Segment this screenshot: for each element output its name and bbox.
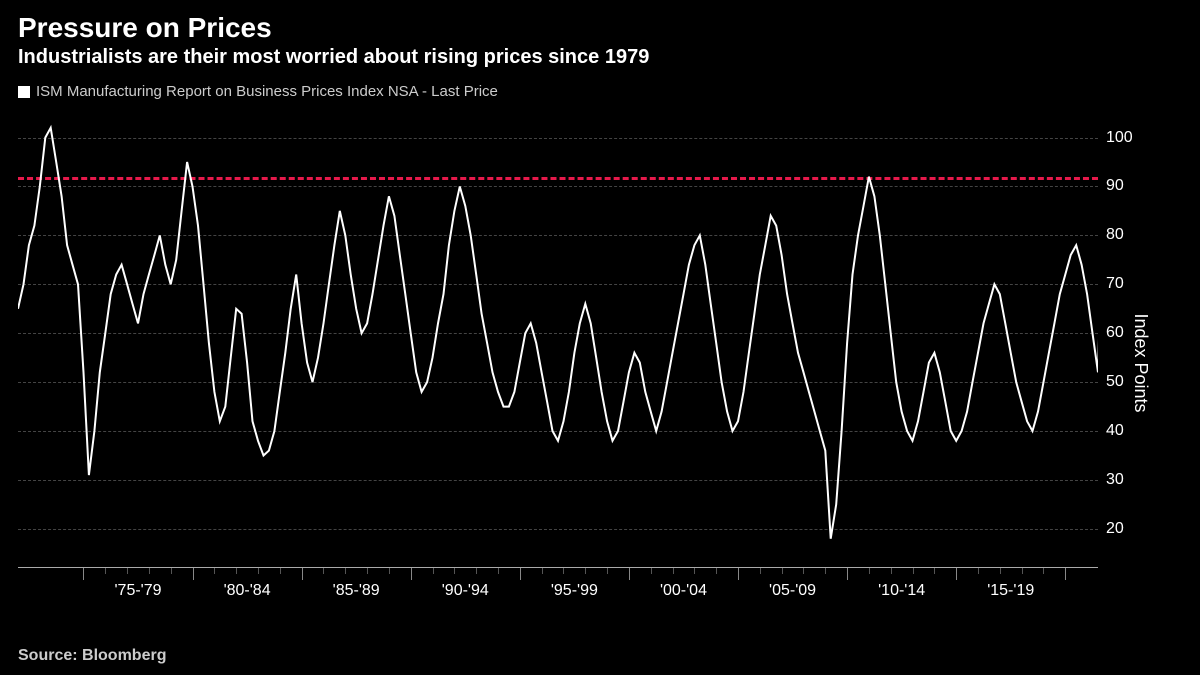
- x-tick-minor: [585, 568, 586, 574]
- x-tick-minor: [280, 568, 281, 574]
- x-tick-minor: [214, 568, 215, 574]
- y-tick-label: 40: [1106, 422, 1146, 440]
- y-tick-label: 30: [1106, 471, 1146, 489]
- x-tick-minor: [673, 568, 674, 574]
- x-tick-minor: [1043, 568, 1044, 574]
- x-tick-label: '80-'84: [224, 582, 271, 600]
- x-axis: '75-'79 '80-'84 '85-'89 '90-'94 '95-'99 '00-'…: [18, 568, 1098, 608]
- source-attribution: Source: Bloomberg: [18, 647, 166, 665]
- y-tick-label: 80: [1106, 226, 1146, 244]
- x-tick-minor: [934, 568, 935, 574]
- x-tick-minor: [760, 568, 761, 574]
- x-tick-minor: [803, 568, 804, 574]
- x-tick-minor: [236, 568, 237, 574]
- chart-area: 2030405060708090100 Index Points '75-'79…: [18, 118, 1182, 608]
- x-tick-minor: [171, 568, 172, 574]
- x-tick-minor: [367, 568, 368, 574]
- x-tick-minor: [651, 568, 652, 574]
- x-tick-label: '05-'09: [769, 582, 816, 600]
- x-tick-major: [1065, 568, 1066, 580]
- x-tick-label: '10-'14: [878, 582, 925, 600]
- x-tick-major: [83, 568, 84, 580]
- x-tick-minor: [694, 568, 695, 574]
- x-tick-minor: [345, 568, 346, 574]
- y-tick-label: 70: [1106, 275, 1146, 293]
- y-tick-label: 90: [1106, 177, 1146, 195]
- x-tick-minor: [869, 568, 870, 574]
- x-tick-major: [302, 568, 303, 580]
- x-tick-minor: [105, 568, 106, 574]
- x-tick-minor: [1000, 568, 1001, 574]
- x-tick-minor: [782, 568, 783, 574]
- x-tick-minor: [978, 568, 979, 574]
- x-tick-major: [629, 568, 630, 580]
- x-tick-label: '75-'79: [114, 582, 161, 600]
- x-tick-minor: [454, 568, 455, 574]
- x-tick-major: [847, 568, 848, 580]
- plot-area: [18, 118, 1098, 568]
- y-tick-label: 20: [1106, 520, 1146, 538]
- x-tick-minor: [389, 568, 390, 574]
- x-tick-minor: [563, 568, 564, 574]
- y-tick-label: 100: [1106, 129, 1146, 147]
- chart-legend: ISM Manufacturing Report on Business Pri…: [0, 75, 1200, 104]
- x-tick-label: '90-'94: [442, 582, 489, 600]
- x-tick-major: [411, 568, 412, 580]
- x-tick-minor: [913, 568, 914, 574]
- x-tick-minor: [258, 568, 259, 574]
- x-tick-minor: [542, 568, 543, 574]
- line-series: [18, 118, 1098, 568]
- x-tick-label: '95-'99: [551, 582, 598, 600]
- x-tick-minor: [891, 568, 892, 574]
- chart-title: Pressure on Prices: [18, 12, 1182, 44]
- x-tick-minor: [149, 568, 150, 574]
- x-tick-minor: [498, 568, 499, 574]
- x-tick-minor: [1022, 568, 1023, 574]
- legend-label: ISM Manufacturing Report on Business Pri…: [36, 83, 498, 100]
- x-tick-label: '15-'19: [987, 582, 1034, 600]
- x-tick-major: [738, 568, 739, 580]
- x-tick-minor: [607, 568, 608, 574]
- x-tick-minor: [433, 568, 434, 574]
- chart-subtitle: Industrialists are their most worried ab…: [18, 46, 1182, 69]
- chart-header: Pressure on Prices Industrialists are th…: [0, 0, 1200, 75]
- x-tick-minor: [127, 568, 128, 574]
- y-axis-label: Index Points: [1130, 313, 1151, 412]
- x-tick-minor: [323, 568, 324, 574]
- x-tick-label: '85-'89: [333, 582, 380, 600]
- x-tick-minor: [825, 568, 826, 574]
- x-tick-minor: [716, 568, 717, 574]
- x-tick-label: '00-'04: [660, 582, 707, 600]
- legend-swatch: [18, 86, 30, 98]
- x-tick-minor: [476, 568, 477, 574]
- x-tick-major: [520, 568, 521, 580]
- x-tick-major: [956, 568, 957, 580]
- x-tick-major: [193, 568, 194, 580]
